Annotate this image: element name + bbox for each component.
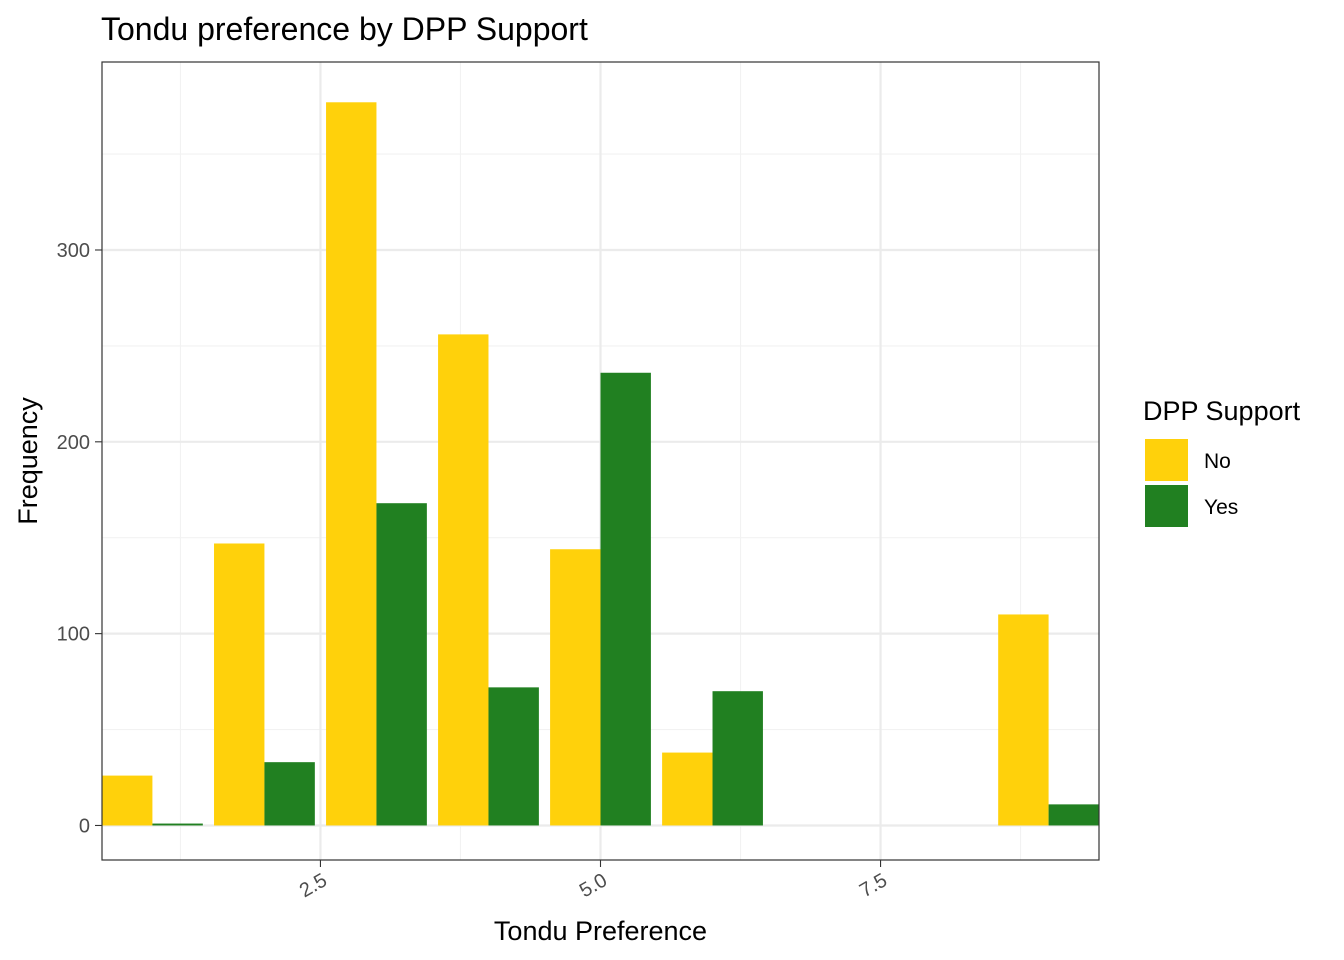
legend: DPP Support No Yes [1143,396,1301,527]
chart-title: Tondu preference by DPP Support [101,11,588,47]
legend-title: DPP Support [1143,396,1301,426]
y-axis: 0 100 200 300 [57,240,102,837]
y-tick-label: 0 [79,815,90,837]
bar-no [102,775,153,826]
x-tick-label: 7.5 [856,869,891,902]
x-tick-label: 5.0 [576,869,611,902]
bar-no [214,543,265,826]
bar-yes [264,762,315,826]
bar-yes [152,823,203,826]
y-axis-title: Frequency [13,397,43,525]
bar-no [998,614,1049,826]
legend-label: No [1204,450,1231,473]
y-tick-label: 300 [57,240,90,262]
bar-yes [488,687,539,826]
legend-key [1145,485,1188,527]
x-axis: 2.5 5.0 7.5 [296,860,891,902]
bar-no [438,334,489,826]
bar-no [326,102,377,826]
bar-yes [600,372,651,826]
bar-yes [712,691,763,826]
legend-key [1145,439,1188,481]
y-tick-label: 100 [57,624,90,646]
bar-yes [1048,804,1099,826]
bar-yes [376,503,427,826]
x-axis-title: Tondu Preference [494,916,707,946]
bar-no [662,752,713,826]
bars [102,102,1099,826]
bar-no [550,549,601,826]
legend-label: Yes [1204,496,1238,519]
y-tick-label: 200 [57,432,90,454]
x-tick-label: 2.5 [296,869,331,902]
